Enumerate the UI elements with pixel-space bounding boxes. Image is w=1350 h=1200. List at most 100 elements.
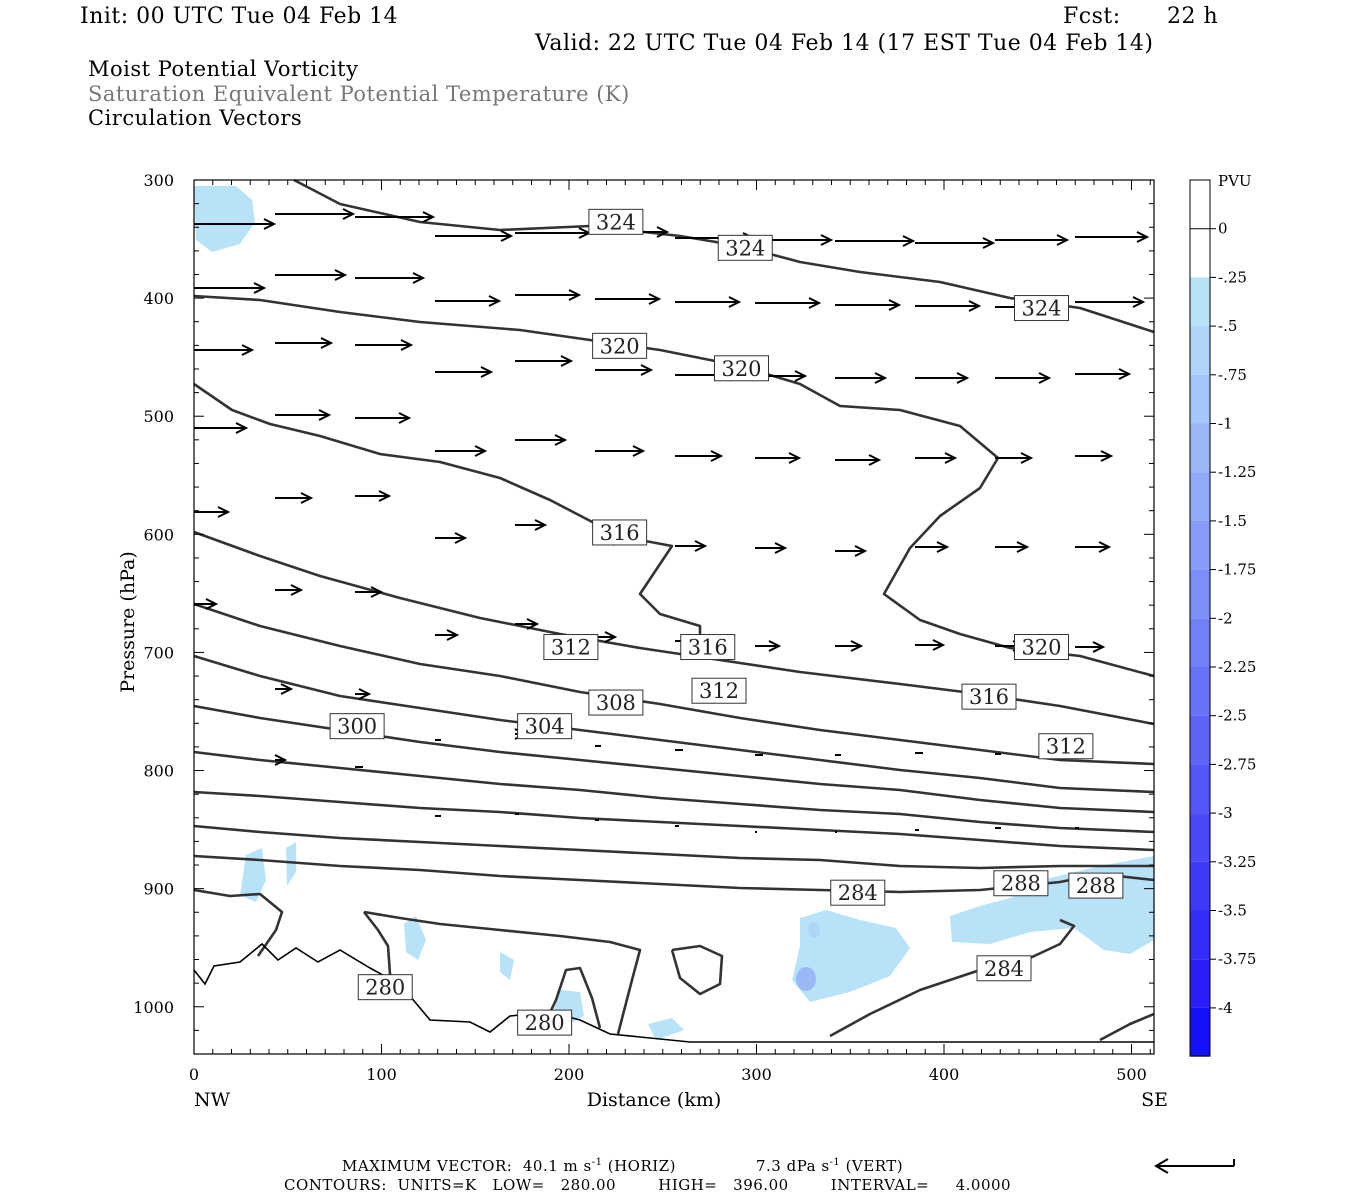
vector-arrowhead: [1132, 296, 1146, 308]
unit-exponent-2: -1: [829, 1157, 841, 1168]
contour-label-box: [976, 955, 1032, 982]
contour-label-box: [517, 713, 573, 740]
vector-arrowhead: [241, 344, 255, 356]
title-vectors: Circulation Vectors: [88, 106, 303, 130]
pv-shade-region: [648, 1018, 684, 1040]
x-tick-label: 400: [929, 1065, 960, 1084]
vector-arrowhead: [944, 452, 958, 464]
vector-arrowhead: [318, 409, 332, 421]
contour-label: 320: [600, 334, 640, 358]
vector-arrowhead: [932, 639, 946, 651]
contour-label: 312: [551, 636, 591, 660]
contour-label: 288: [1001, 872, 1041, 896]
vector-arrowhead: [454, 532, 468, 544]
colorbar-segment: [1190, 764, 1210, 814]
vector-arrowhead: [370, 586, 384, 598]
theta-es-contour: [193, 602, 1155, 766]
vector-arrowhead: [694, 540, 708, 552]
vector-arrowhead: [968, 300, 982, 312]
forecast-label: Fcst:: [1063, 4, 1121, 29]
colorbar-label: -1.5: [1218, 512, 1247, 530]
colorbar-label: 0: [1218, 220, 1228, 238]
colorbar-segment: [1190, 180, 1210, 229]
contour-label-box: [714, 355, 769, 382]
colorbar-label: -4: [1218, 999, 1233, 1017]
unit-exponent: -1: [591, 1157, 603, 1168]
colorbar-label: -2.5: [1218, 707, 1247, 725]
theta-es-contour: [670, 944, 724, 996]
vector-arrowhead: [1092, 641, 1106, 653]
vector-arrowhead: [888, 299, 902, 311]
vector-arrowhead: [480, 366, 494, 378]
contour-label-box: [357, 974, 413, 1001]
vector-arrowhead: [560, 355, 574, 367]
vector-arrowhead: [290, 584, 304, 596]
vector-arrowhead: [982, 237, 996, 249]
vector-arrowhead: [412, 272, 426, 284]
pv-shade-core: [796, 967, 816, 991]
vector-arrowhead: [1056, 234, 1070, 246]
theta-es-contour: [193, 824, 1154, 870]
contour-label: 280: [525, 1011, 565, 1035]
vector-arrowhead: [568, 289, 582, 301]
contour-label: 300: [337, 715, 377, 739]
y-tick-label: 800: [143, 762, 174, 781]
contour-label: 316: [600, 521, 640, 545]
vector-arrowhead: [500, 230, 514, 242]
vector-arrowhead: [902, 235, 916, 247]
forecast-hours: 22 h: [1167, 4, 1219, 29]
contour-label-box: [592, 332, 648, 359]
vector-arrowhead: [280, 683, 294, 695]
vector-arrowhead: [632, 445, 646, 457]
vector-arrowhead: [358, 688, 372, 700]
contour-label-box: [1038, 733, 1094, 760]
colorbar-segment: [1190, 277, 1210, 327]
colorbar-segment: [1190, 326, 1210, 375]
contour-label: 284: [838, 881, 878, 905]
vector-arrowhead: [554, 434, 568, 446]
vector-arrowhead: [320, 337, 334, 349]
colorbar-label: -3.75: [1218, 950, 1256, 968]
contour-label: 324: [1021, 297, 1061, 321]
colorbar-label: -.5: [1218, 317, 1237, 335]
vector-arrowhead: [774, 542, 788, 554]
contour-label-box: [680, 634, 736, 661]
colorbar-segment: [1190, 813, 1210, 862]
contour-label: 320: [1021, 636, 1061, 660]
y-tick-label: 700: [143, 643, 174, 662]
colorbar-segment: [1190, 472, 1210, 521]
colorbar-label: -3.5: [1218, 902, 1247, 920]
vector-arrowhead: [1038, 372, 1052, 384]
y-tick-label: 400: [143, 289, 174, 308]
colorbar-label: -2.75: [1218, 755, 1256, 773]
vector-arrowhead: [854, 545, 868, 557]
colorbar-segment: [1190, 618, 1210, 667]
vector-arrowhead: [400, 339, 414, 351]
vector-arrowhead: [1136, 231, 1150, 243]
vector-arrowhead: [1020, 452, 1034, 464]
colorbar-label: -1.25: [1218, 463, 1256, 481]
colorbar-label: -3.25: [1218, 853, 1256, 871]
valid-time: Valid: 22 UTC Tue 04 Feb 14 (17 EST Tue …: [535, 31, 1154, 56]
contour-label: 324: [596, 210, 636, 234]
vector-arrowhead: [1118, 368, 1132, 380]
colorbar-segment: [1190, 423, 1210, 473]
colorbar-segment: [1190, 910, 1210, 960]
vector-arrowhead: [936, 541, 950, 553]
vector-arrowhead: [1100, 450, 1114, 462]
colorbar-label: -1.75: [1218, 561, 1256, 579]
vector-arrowhead: [253, 282, 267, 294]
pv-shade-region: [194, 186, 255, 252]
vector-arrowhead: [378, 490, 392, 502]
contour-label-box: [993, 870, 1049, 897]
colorbar-label: -2.25: [1218, 658, 1256, 676]
vector-arrowhead: [808, 297, 822, 309]
vector-arrowhead: [874, 372, 888, 384]
pv-shade-region: [240, 848, 266, 902]
contour-label-box: [830, 879, 886, 906]
theta-es-contour: [193, 294, 1155, 678]
plot-frame: [193, 179, 1155, 1055]
theta-es-contour: [1099, 1012, 1155, 1042]
contour-label: 304: [525, 715, 565, 739]
